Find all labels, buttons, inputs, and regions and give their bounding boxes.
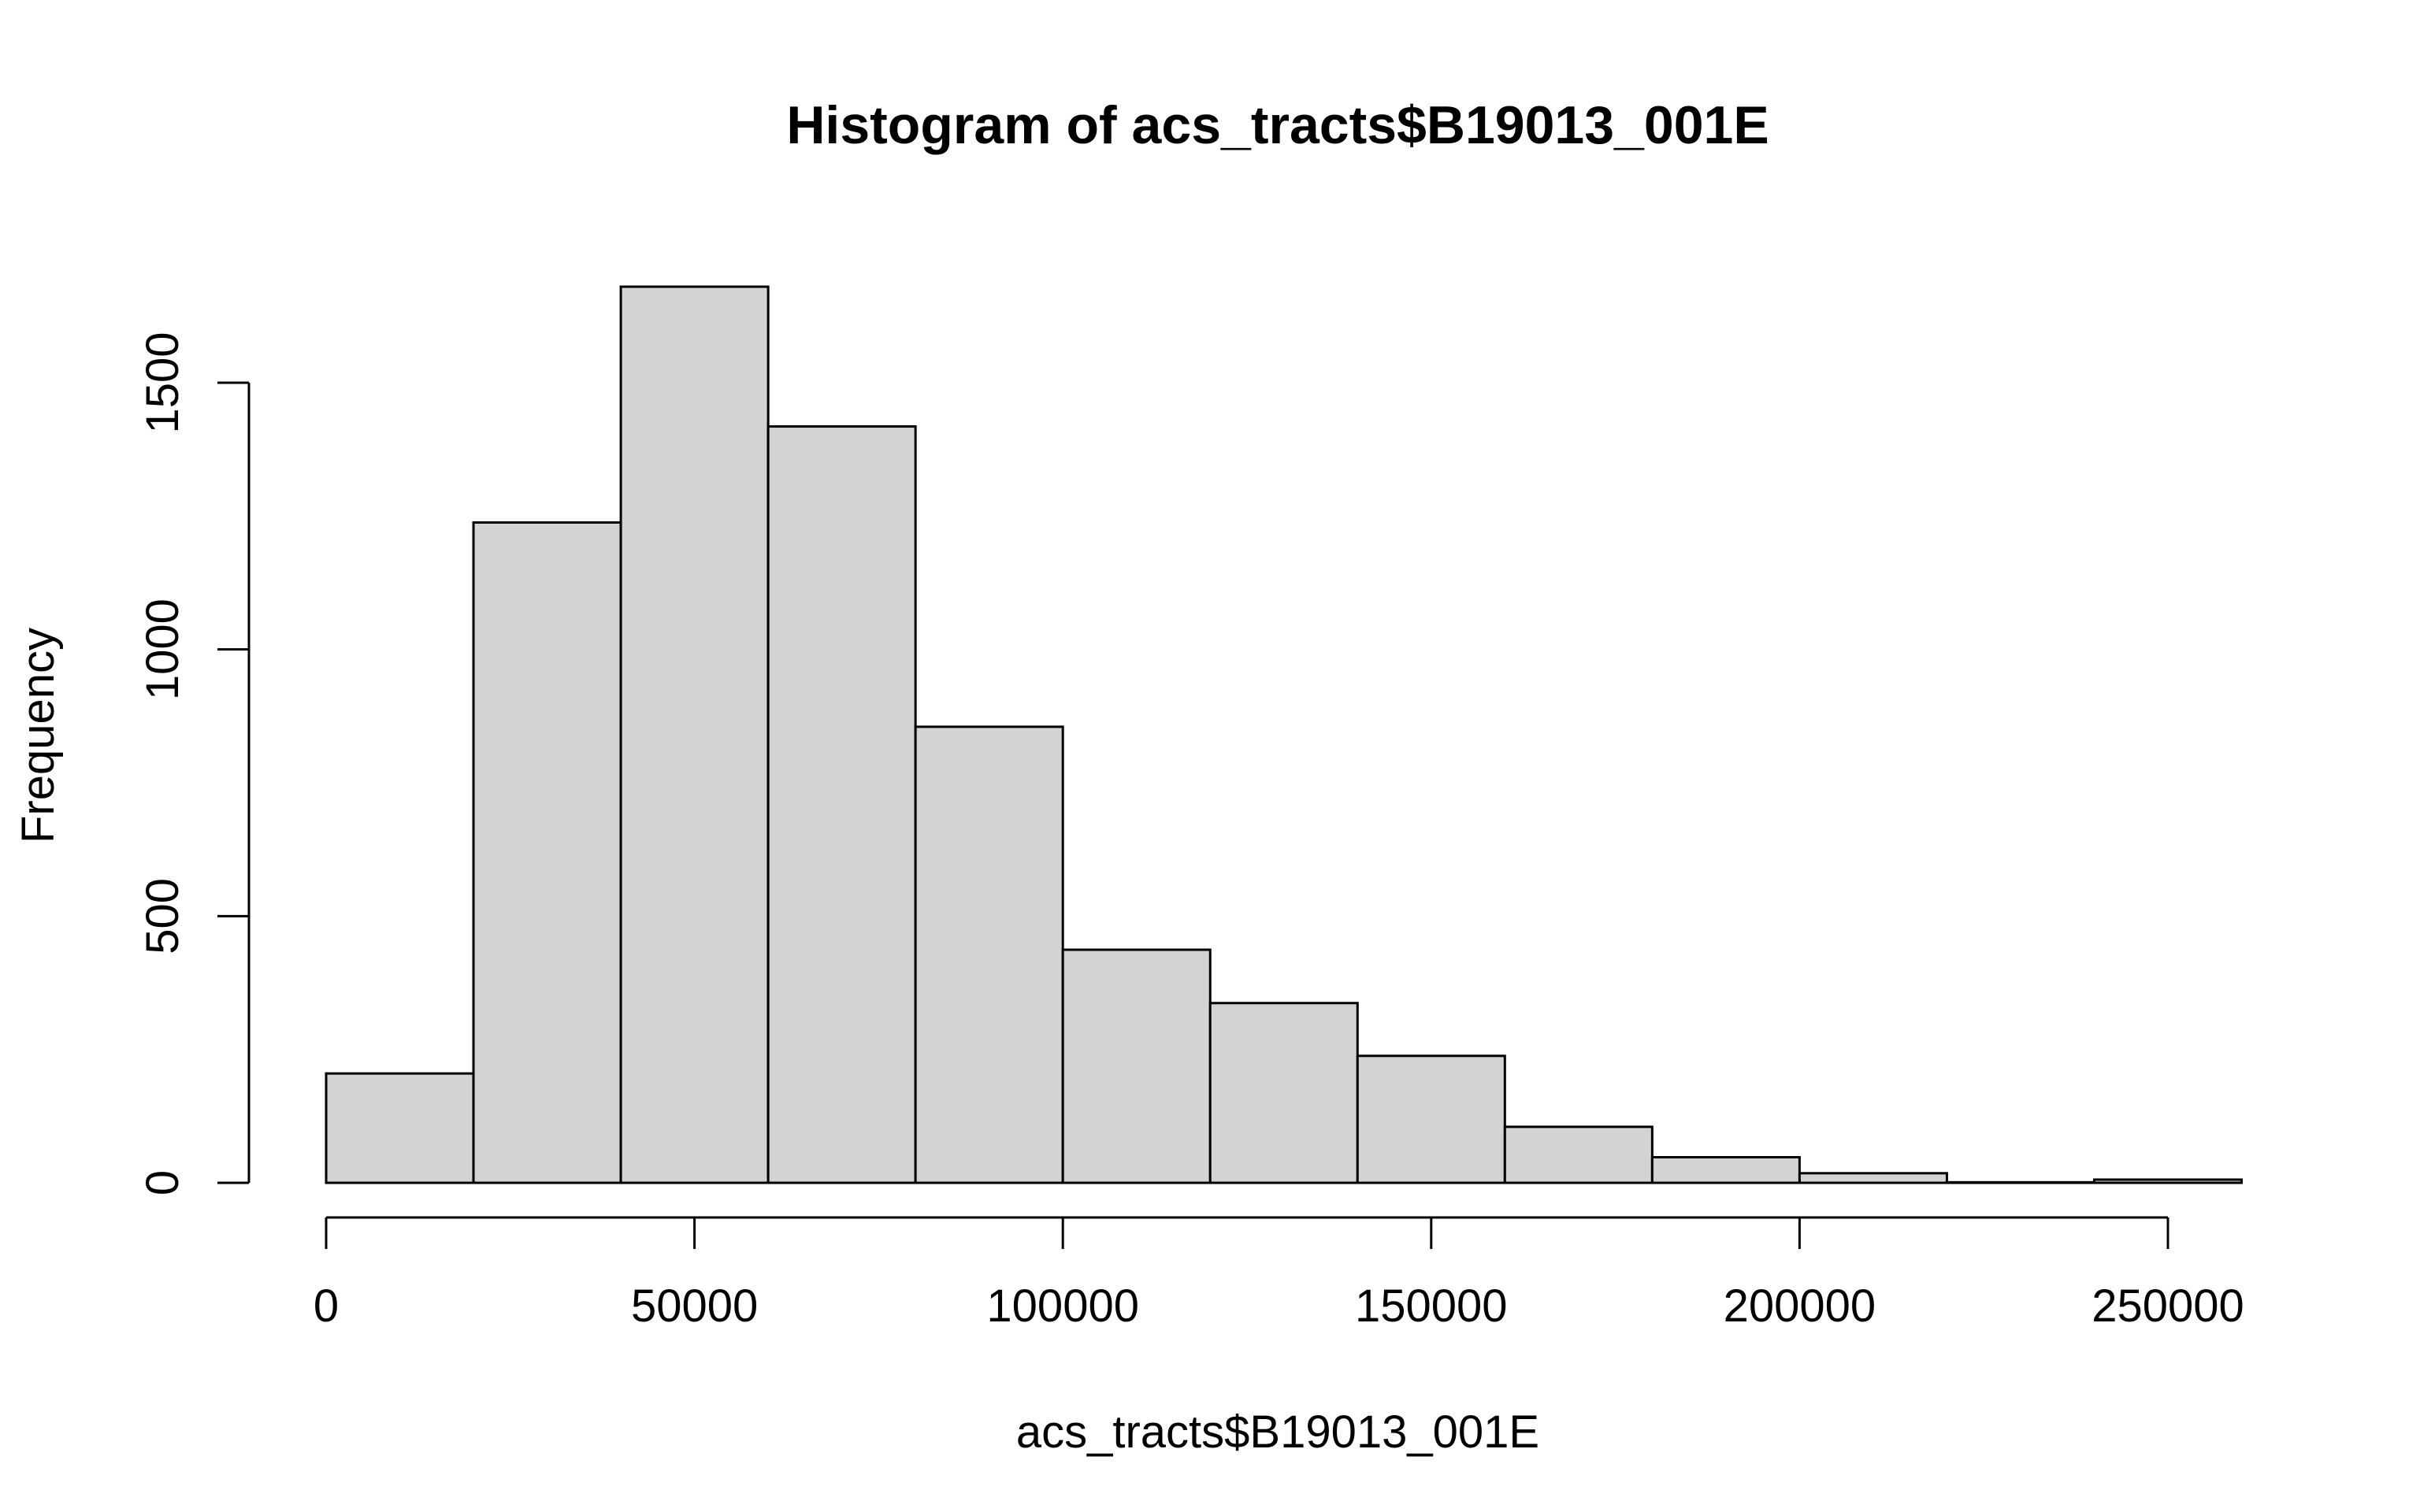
x-tick-label-1: 50000: [631, 1280, 758, 1332]
y-tick-label-2: 1000: [137, 598, 188, 700]
y-tick-label-0: 0: [137, 1170, 188, 1195]
y-axis: 0 500 1000 1500: [137, 332, 251, 1195]
chart-title: Histogram of acs_tracts$B19013_001E: [786, 95, 1769, 155]
x-tick-label-2: 100000: [986, 1280, 1139, 1332]
histogram-bar-7: [1356, 1054, 1506, 1184]
histogram-bar-12: [2092, 1178, 2244, 1184]
x-tick-label-5: 250000: [2092, 1280, 2244, 1332]
y-axis-label: Frequency: [13, 628, 64, 843]
x-tick-label-4: 200000: [1724, 1280, 1876, 1332]
x-axis: 0 50000 100000 150000 200000 250000: [314, 1216, 2244, 1332]
histogram-bar-4: [914, 725, 1064, 1184]
x-tick-label-0: 0: [314, 1280, 339, 1332]
histogram-bar-2: [619, 285, 770, 1184]
histogram-bar-1: [472, 521, 622, 1184]
histogram-bar-9: [1650, 1155, 1801, 1184]
histogram-bar-6: [1208, 1002, 1359, 1184]
bars-group: [325, 285, 2244, 1184]
y-tick-label-1: 500: [137, 878, 188, 954]
y-tick-label-3: 1500: [137, 332, 188, 433]
histogram-bar-3: [766, 425, 917, 1184]
histogram-bar-11: [1945, 1180, 2095, 1184]
histogram-bar-10: [1798, 1172, 1948, 1184]
histogram-bar-0: [325, 1072, 475, 1184]
x-tick-label-3: 150000: [1355, 1280, 1508, 1332]
histogram-bar-5: [1061, 948, 1212, 1184]
x-axis-label: acs_tracts$B19013_001E: [1016, 1406, 1539, 1458]
histogram-bar-8: [1503, 1125, 1654, 1184]
